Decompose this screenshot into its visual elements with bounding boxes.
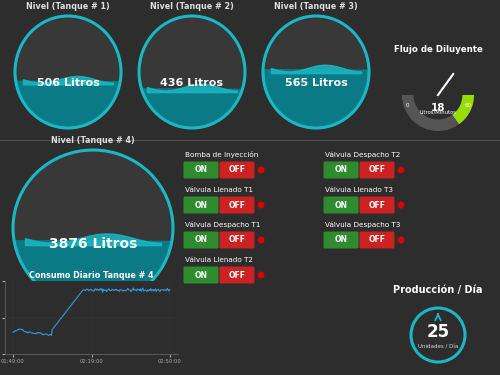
FancyBboxPatch shape [184,231,218,249]
Text: ON: ON [334,201,347,210]
FancyBboxPatch shape [220,162,254,178]
Text: ON: ON [334,165,347,174]
FancyBboxPatch shape [184,162,218,178]
Polygon shape [14,241,172,306]
Text: Válvula Despacho T3: Válvula Despacho T3 [325,222,400,228]
FancyBboxPatch shape [360,162,394,178]
Polygon shape [263,70,369,128]
FancyBboxPatch shape [220,231,254,249]
Text: ON: ON [194,165,207,174]
Polygon shape [142,89,242,128]
Ellipse shape [13,150,173,306]
Text: ON: ON [194,270,207,279]
Text: 18: 18 [431,103,446,113]
Circle shape [398,166,404,174]
Text: Válvula Llenado T2: Válvula Llenado T2 [185,257,253,263]
Text: Válvula Llenado T1: Válvula Llenado T1 [185,187,253,193]
FancyBboxPatch shape [184,267,218,284]
Text: Flujo de Diluyente: Flujo de Diluyente [394,45,482,54]
Text: 0: 0 [406,103,409,108]
FancyBboxPatch shape [324,231,358,249]
FancyBboxPatch shape [220,196,254,213]
Text: OFF: OFF [368,236,386,244]
Circle shape [258,237,264,243]
Ellipse shape [15,16,121,128]
Text: Nivel (Tanque # 4): Nivel (Tanque # 4) [51,136,135,145]
Text: Litros/Minutos: Litros/Minutos [420,110,457,115]
Text: OFF: OFF [228,201,246,210]
Text: Válvula Despacho T2: Válvula Despacho T2 [325,152,400,158]
Text: Nivel (Tanque # 3): Nivel (Tanque # 3) [274,2,358,11]
Text: Unidades / Día: Unidades / Día [418,345,458,350]
Circle shape [258,166,264,174]
Text: OFF: OFF [368,201,386,210]
Text: 25: 25 [426,323,450,341]
Text: OFF: OFF [228,165,246,174]
FancyBboxPatch shape [324,162,358,178]
Text: OFF: OFF [368,165,386,174]
Text: ON: ON [334,236,347,244]
Text: ON: ON [194,201,207,210]
Text: Válvula Despacho T1: Válvula Despacho T1 [185,222,260,228]
Polygon shape [16,81,120,128]
Title: Consumo Diario Tanque # 4: Consumo Diario Tanque # 4 [29,272,154,280]
Text: OFF: OFF [228,236,246,244]
Text: ON: ON [194,236,207,244]
Circle shape [258,272,264,279]
Ellipse shape [139,16,245,128]
Text: Bomba de Inyección: Bomba de Inyección [185,152,258,159]
FancyBboxPatch shape [324,196,358,213]
Ellipse shape [263,16,369,128]
Wedge shape [452,95,474,124]
FancyBboxPatch shape [220,267,254,284]
Text: Producción / Día: Producción / Día [393,285,483,295]
Text: Nivel (Tanque # 1): Nivel (Tanque # 1) [26,2,110,11]
Circle shape [258,201,264,208]
Text: 436 Litros: 436 Litros [160,78,224,88]
FancyBboxPatch shape [360,196,394,213]
Circle shape [398,237,404,243]
Text: Válvula Llenado T3: Válvula Llenado T3 [325,187,393,193]
Text: 60: 60 [464,103,471,108]
Text: Nivel (Tanque # 2): Nivel (Tanque # 2) [150,2,234,11]
FancyBboxPatch shape [184,196,218,213]
Text: 3876 Litros: 3876 Litros [49,237,137,250]
Wedge shape [402,95,474,131]
FancyBboxPatch shape [360,231,394,249]
Text: 506 Litros: 506 Litros [36,78,100,88]
Circle shape [398,201,404,208]
Text: 565 Litros: 565 Litros [284,78,348,88]
Text: OFF: OFF [228,270,246,279]
